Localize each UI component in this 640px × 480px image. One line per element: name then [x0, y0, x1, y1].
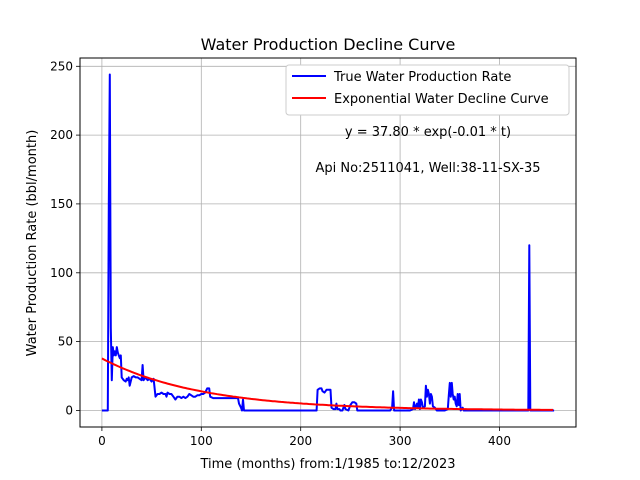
y-axis-label: Water Production Rate (bbl/month)	[25, 130, 40, 357]
y-tick-label: 0	[65, 404, 73, 418]
legend-label-decline-curve: Exponential Water Decline Curve	[334, 92, 549, 107]
x-tick-label: 300	[389, 434, 412, 448]
y-tick-label: 100	[50, 266, 73, 280]
well-annotation: Api No:2511041, Well:38-11-SX-35	[315, 161, 540, 176]
legend-label-true-rate: True Water Production Rate	[333, 70, 511, 85]
x-axis-label: Time (months) from:1/1985 to:12/2023	[199, 457, 455, 472]
y-axis-ticks: 0 50 100 150 200 250	[50, 59, 80, 418]
plot-area-frame	[79, 57, 577, 428]
y-tick-label: 50	[58, 335, 73, 349]
true-rate-line	[101, 73, 555, 412]
y-tick-label: 200	[50, 128, 73, 142]
x-tick-label: 100	[190, 434, 213, 448]
y-tick-label: 150	[50, 197, 73, 211]
x-tick-label: 200	[289, 434, 312, 448]
decline-curve-line	[101, 357, 554, 411]
x-tick-label: 400	[488, 434, 511, 448]
legend: True Water Production Rate Exponential W…	[285, 64, 570, 116]
legend-box	[285, 64, 570, 116]
plot-series	[101, 73, 555, 412]
x-tick-label: 0	[98, 434, 106, 448]
y-tick-label: 250	[50, 59, 73, 73]
chart-title: Water Production Decline Curve	[201, 35, 456, 54]
x-axis-ticks: 0 100 200 300 400	[98, 427, 511, 448]
equation-annotation: y = 37.80 * exp(-0.01 * t)	[345, 125, 511, 140]
